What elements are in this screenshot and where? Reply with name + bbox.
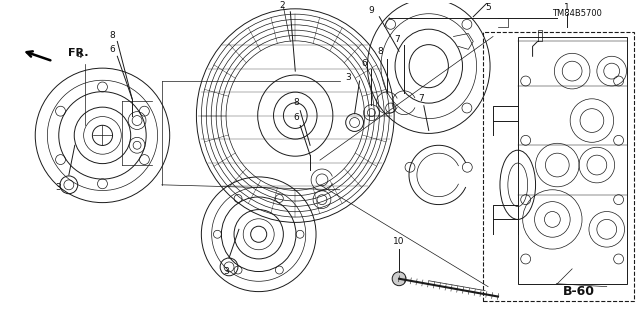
Text: 6: 6: [293, 113, 299, 122]
Bar: [483, 32, 634, 300]
Text: 1: 1: [564, 3, 570, 12]
Text: 5: 5: [485, 3, 491, 12]
Text: 8: 8: [378, 47, 383, 56]
Circle shape: [392, 272, 406, 286]
Text: 6: 6: [362, 59, 367, 68]
Text: 6: 6: [109, 45, 115, 54]
Text: 3: 3: [345, 72, 351, 82]
Text: 7: 7: [394, 35, 400, 44]
Bar: [518, 36, 627, 284]
Text: 9: 9: [369, 6, 374, 15]
Text: 2: 2: [280, 1, 285, 10]
Text: FR.: FR.: [68, 48, 88, 58]
Text: 8: 8: [293, 98, 299, 107]
Text: 3: 3: [55, 183, 61, 192]
Text: 4: 4: [77, 51, 83, 60]
Text: 8: 8: [109, 31, 115, 40]
Text: 3: 3: [223, 267, 229, 276]
Text: 7: 7: [418, 94, 424, 103]
Text: TM84B5700: TM84B5700: [552, 9, 602, 18]
Text: B-60: B-60: [563, 285, 595, 298]
Text: 10: 10: [394, 237, 405, 246]
